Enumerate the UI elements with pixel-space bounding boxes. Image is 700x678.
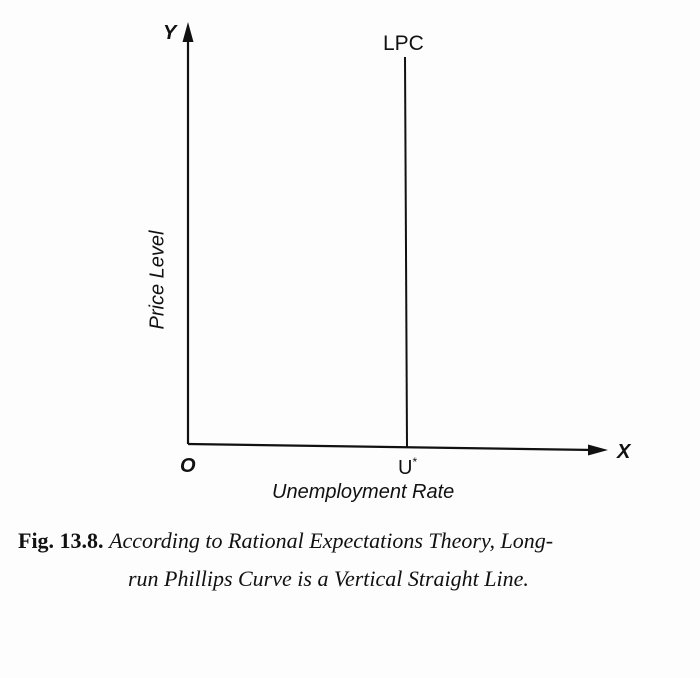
figure-caption-line-2: run Phillips Curve is a Vertical Straigh… — [128, 566, 529, 592]
y-axis-letter: Y — [163, 22, 177, 44]
caption-text-1: According to Rational Expectations Theor… — [109, 528, 554, 553]
x-axis-letter: X — [617, 441, 631, 463]
y-axis-arrow-icon — [182, 22, 194, 42]
origin-label: O — [180, 455, 196, 477]
u-star-superscript: * — [412, 455, 418, 469]
u-star-base: U — [398, 457, 413, 479]
figure-caption-line-1: Fig. 13.8. According to Rational Expecta… — [18, 528, 553, 554]
u-star-tick-label: U* — [398, 455, 417, 480]
x-axis-title: Unemployment Rate — [272, 481, 455, 503]
figure-number: Fig. 13.8. — [18, 528, 104, 553]
x-axis-line — [187, 442, 595, 452]
x-axis-arrow-icon — [588, 444, 608, 456]
lpc-curve-label: LPC — [383, 32, 424, 55]
caption-text-2: run Phillips Curve is a Vertical Straigh… — [128, 566, 529, 591]
y-axis-title: Price Level — [146, 230, 169, 330]
lpc-line — [404, 56, 408, 448]
